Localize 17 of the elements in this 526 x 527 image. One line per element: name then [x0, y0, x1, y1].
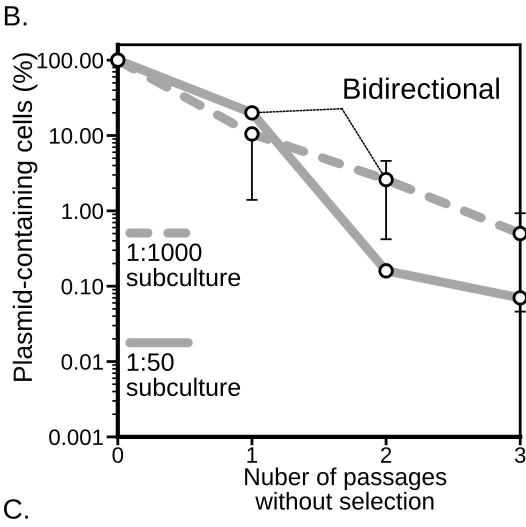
y-axis-title: Plasmid-containing cells (%) [12, 53, 38, 381]
legend-label: 1:50 subculture [126, 353, 240, 396]
x-tick-label: 0 [112, 447, 124, 463]
annotation: Bidirectional [344, 78, 499, 100]
y-tick-label: 100.00 [38, 52, 104, 68]
y-tick-label: 0.01 [62, 354, 103, 370]
x-axis-title: Nuber of passages without selection [245, 467, 446, 510]
text: C. [4, 499, 28, 519]
y-tick-label: 1.00 [62, 203, 104, 220]
y-tick-label: 10.00 [50, 128, 104, 144]
y-tick-label: 0.10 [62, 278, 104, 294]
text: B. [4, 6, 26, 26]
x-tick-label: 2 [381, 447, 392, 463]
x-tick-label: 1 [247, 447, 258, 463]
x-tick-label: 3 [514, 447, 526, 463]
y-tick-label: 0.001 [49, 429, 103, 446]
legend-label: 1:1000 subculture [126, 243, 240, 286]
